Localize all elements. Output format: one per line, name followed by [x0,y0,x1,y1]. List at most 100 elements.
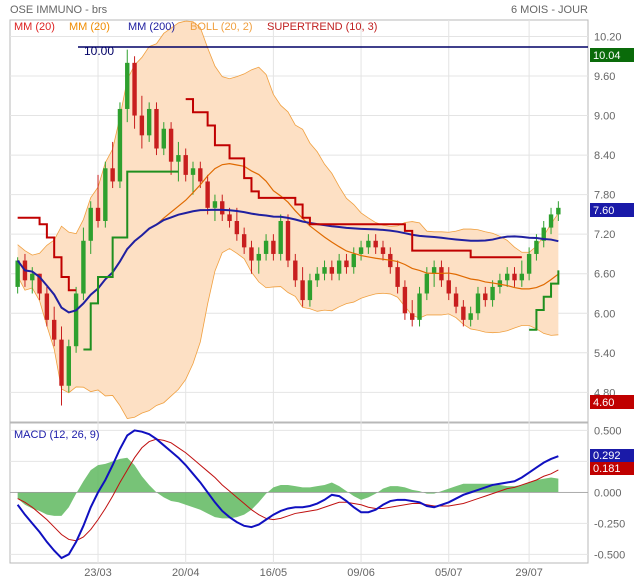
candle-body [30,273,35,281]
candle-body [519,273,525,281]
candle-body [190,168,196,175]
candle-body [44,293,50,320]
candle-body [146,108,152,136]
candle-body [183,155,188,175]
svg-text:4.60: 4.60 [593,397,614,409]
candle-body [548,214,554,228]
candle-body [220,201,225,215]
candle-body [66,346,71,386]
candle-body [125,62,130,109]
candle-body [483,293,488,301]
badge-macd-value: 0.292 [590,449,634,462]
candle-body [453,293,459,307]
candle-body [241,234,247,248]
candle-body [322,267,327,274]
candle-body [103,168,108,221]
price-tick-label: 6.60 [594,269,615,281]
candle-body [300,280,305,301]
candle-body [168,128,174,162]
candle-body [88,207,93,241]
macd-line [16,429,559,560]
legend-mm20-orange: MM (20) [69,21,110,33]
candle-body [358,247,364,254]
candle-body [227,214,232,221]
price-tick-label: 9.60 [594,71,615,83]
badge-high-line: 10.04 [590,48,634,62]
macd-signal-line [17,438,559,542]
period-label: 6 MOIS - JOUR [511,4,588,16]
price-panel-frame [9,19,589,423]
candle-body [271,240,276,254]
supertrend-line [529,270,560,331]
badge-low-price: 4.60 [590,395,634,409]
supertrend-line [185,98,522,259]
svg-text:10.04: 10.04 [593,50,621,62]
high-line-label: 10.00 [84,44,114,58]
candle-body [15,260,20,287]
badge-last-price: 7.60 [590,203,634,217]
candle-body [402,286,408,314]
date-tick-label: 23/03 [84,567,112,579]
candle-body [534,240,539,254]
candle-body [468,313,473,320]
macd-panel-frame [9,422,589,564]
price-tick-label: 5.40 [594,348,615,360]
legend-supertrend: SUPERTREND (10, 3) [267,21,377,33]
candle-body [278,221,283,254]
candle-body [59,339,64,386]
macd-tick-label: -0.500 [594,549,625,561]
axes: 10.209.609.008.407.807.206.606.005.404.8… [84,31,625,579]
candle-body [81,240,86,294]
date-tick-label: 05/07 [435,567,463,579]
macd-tick-label: -0.250 [594,518,625,530]
candle-body [380,247,386,254]
candle-body [263,240,269,254]
macd-plot [10,429,588,560]
candle-body [315,273,320,281]
candle-body [234,221,240,235]
candle-body [139,115,145,136]
date-tick-label: 20/04 [172,567,200,579]
badge-signal-value: 0.181 [590,462,634,475]
candle-body [212,201,218,208]
candle-body [51,319,57,340]
candle-body [161,128,166,149]
candle-body [417,293,422,320]
candle-body [512,273,517,281]
bollinger-lower-line [17,248,559,419]
candle-body [505,273,510,281]
candle-body [117,108,123,182]
indicator-lines [16,46,588,351]
candle-body [198,168,203,182]
candle-body [526,253,532,274]
candle-body [431,267,437,274]
candle-body [344,260,349,268]
svg-text:0.181: 0.181 [593,463,621,475]
candle-body [410,313,415,320]
price-tick-label: 7.20 [594,229,615,241]
candles [15,49,561,406]
date-tick-label: 09/06 [347,567,375,579]
macd-histogram [17,457,559,519]
candle-body [475,293,481,314]
candle-body [73,293,79,347]
candle-body [373,240,378,248]
candle-body [154,108,159,149]
date-tick-label: 16/05 [260,567,288,579]
candle-body [446,280,451,294]
candle-body [132,62,137,116]
candle-body [395,267,400,287]
candle-body [249,247,254,261]
bollinger-upper-line [17,20,559,256]
macd-tick-label: 0.000 [594,487,622,499]
candle-body [461,306,466,320]
macd-title: MACD (12, 26, 9) [14,429,100,441]
candle-body [541,227,546,241]
candle-body [110,168,115,182]
date-tick-label: 29/07 [515,567,543,579]
legend-mm200: MM (200) [128,21,175,33]
chart-title: OSE IMMUNO - brs [10,4,108,16]
candle-body [497,280,503,287]
svg-text:7.60: 7.60 [593,205,614,217]
